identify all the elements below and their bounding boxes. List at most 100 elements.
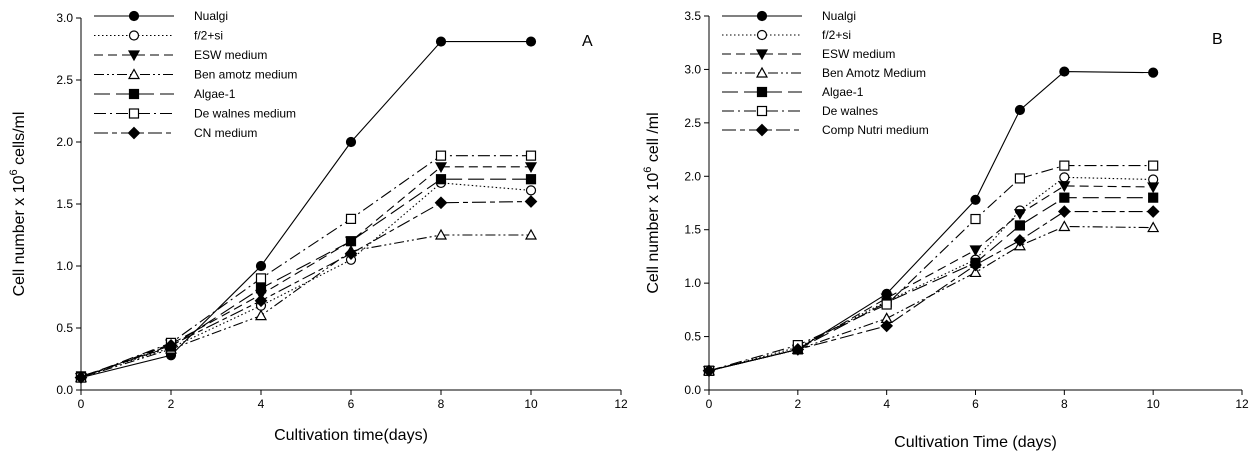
data-point — [525, 150, 537, 161]
data-point — [435, 150, 447, 161]
y-tick-label: 1.5 — [684, 223, 701, 237]
data-point — [1147, 221, 1160, 233]
y-axis-label-unit: cells/ml — [11, 112, 28, 170]
legend-marker — [127, 68, 141, 80]
y-tick-label: 0.0 — [56, 383, 73, 397]
y-tick-label: 2.5 — [56, 73, 73, 87]
legend-marker — [128, 10, 140, 22]
data-point — [345, 236, 357, 247]
series-line — [80, 155, 531, 379]
series-nualgi — [703, 66, 1159, 376]
data-point — [1059, 172, 1070, 183]
data-point — [1148, 160, 1159, 171]
series-ben-amotz-medium — [702, 220, 1160, 376]
data-point — [970, 194, 981, 205]
legend-label: De walnes medium — [194, 107, 296, 121]
legend-marker — [127, 50, 141, 62]
x-tick-label: 6 — [972, 397, 979, 411]
line-chart-b: 0 2 4 6 8 10 12 0.0 0.5 1.0 1.5 2.0 2.5 3.0 3.5 Cultiva… — [642, 9, 1249, 451]
series-line — [80, 234, 531, 379]
data-point — [255, 273, 267, 284]
series-ben-amotz-medium — [74, 228, 538, 383]
legend: Nualgi f/2+si ESW medium Ben amotz medium Al… — [94, 9, 297, 140]
data-point — [881, 299, 892, 310]
legend-label: Comp Nutri medium — [822, 123, 929, 137]
panel-label: A — [582, 33, 593, 50]
legend-marker — [756, 10, 768, 22]
series-line — [80, 178, 531, 377]
series-line — [80, 166, 531, 379]
series-algae-1 — [703, 192, 1159, 376]
x-tick-label: 2 — [794, 397, 801, 411]
data-point — [791, 343, 805, 356]
y-axis-label-exponent: 6 — [642, 167, 654, 173]
data-point — [1146, 205, 1160, 218]
x-axis-label: Cultivation time(days) — [274, 427, 428, 444]
series-line — [708, 197, 1154, 372]
legend-marker — [128, 30, 140, 41]
legend-label: f/2+si — [194, 29, 223, 43]
y-axis-label-exponent: 6 — [8, 169, 20, 175]
line-chart-a: 0 2 4 6 8 10 12 0.0 0.5 1.0 1.5 2.0 2.5 3.0 Cultivatio… — [8, 9, 628, 444]
data-point — [1013, 209, 1026, 220]
series-line — [80, 200, 532, 379]
series-esw-medium — [74, 162, 538, 384]
data-point — [1148, 67, 1159, 78]
data-point — [1059, 192, 1070, 203]
series-de-walnes — [703, 160, 1159, 376]
x-tick-label: 0 — [706, 397, 713, 411]
y-axis-label-main: Cell number x 10 — [645, 173, 662, 294]
legend-label: CN medium — [194, 126, 257, 140]
data-point — [74, 371, 88, 384]
series-comp-nutri-medium — [702, 205, 1160, 378]
data-point — [969, 258, 982, 272]
x-tick-label: 4 — [883, 397, 890, 411]
y-tick-label: 3.5 — [684, 9, 701, 23]
x-axis-label: Cultivation Time (days) — [894, 434, 1057, 451]
data-point — [1014, 173, 1026, 184]
data-point — [164, 339, 178, 352]
data-point — [1057, 205, 1071, 218]
series-de-walnes-medium — [75, 150, 537, 383]
data-point — [970, 213, 981, 225]
data-point — [1013, 234, 1027, 247]
data-point — [434, 228, 448, 240]
y-tick-label: 2.0 — [684, 169, 701, 183]
data-point — [1014, 220, 1026, 231]
data-point — [344, 247, 358, 260]
legend-label: De walnes — [822, 104, 878, 118]
data-point — [434, 196, 448, 210]
y-tick-label: 0.0 — [684, 383, 701, 397]
y-tick-label: 1.0 — [56, 259, 73, 273]
data-point — [434, 162, 448, 174]
data-point — [1014, 104, 1026, 116]
legend-marker — [756, 29, 768, 41]
y-axis-label-main: Cell number x 10 — [11, 175, 28, 296]
series-line — [708, 71, 1154, 372]
data-point — [524, 228, 538, 240]
data-point — [969, 245, 982, 257]
series-line — [80, 41, 531, 379]
legend-marker — [127, 126, 141, 140]
x-tick-label: 12 — [614, 397, 628, 411]
y-tick-label: 1.5 — [56, 197, 73, 211]
x-tick-label: 2 — [168, 397, 175, 411]
data-point — [524, 162, 538, 174]
legend-marker — [128, 88, 140, 100]
series-esw-medium — [702, 181, 1160, 378]
x-tick-label: 10 — [524, 397, 538, 411]
y-tick-label: 0.5 — [684, 330, 701, 344]
data-point — [1058, 181, 1071, 193]
y-tick-label: 3.0 — [684, 62, 701, 76]
x-tick-label: 4 — [258, 397, 265, 411]
legend: Nualgi f/2+si ESW medium Ben Amotz Medium Al… — [722, 9, 929, 137]
data-point — [435, 174, 447, 185]
legend-marker — [756, 86, 768, 98]
x-tick-label: 0 — [78, 397, 85, 411]
panel-label: B — [1212, 31, 1223, 48]
y-tick-label: 0.5 — [56, 321, 73, 335]
data-point — [254, 294, 268, 308]
y-axis-label: Cell number x 106 cells/ml — [8, 112, 28, 297]
data-point — [969, 266, 982, 278]
data-point — [1059, 66, 1070, 77]
